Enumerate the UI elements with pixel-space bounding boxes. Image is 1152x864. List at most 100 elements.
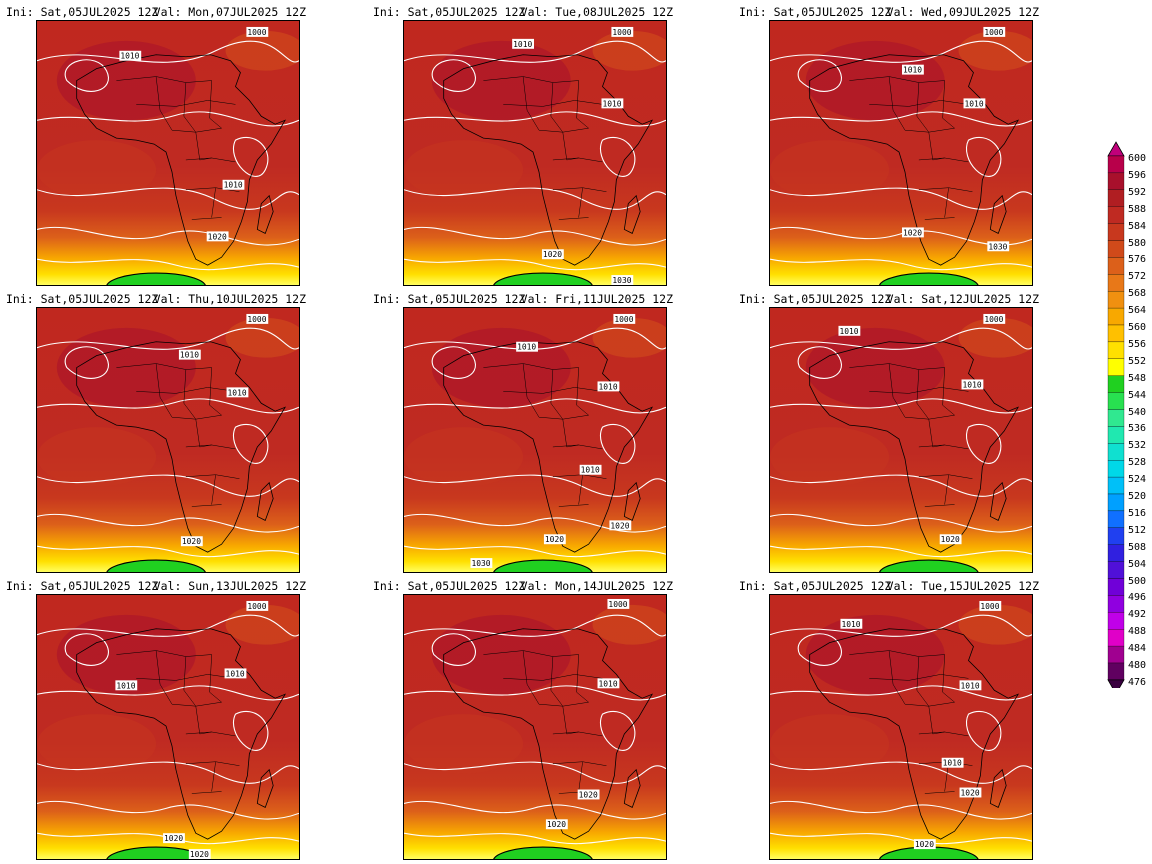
country-border xyxy=(550,82,563,133)
country-border xyxy=(888,76,906,131)
country-border xyxy=(552,761,607,766)
country-border xyxy=(522,650,540,705)
svg-text:1020: 1020 xyxy=(610,521,629,530)
isobar-line xyxy=(770,111,1032,127)
colorbar-tick-label: 584 xyxy=(1128,220,1147,232)
colorbar-swatch xyxy=(1107,274,1125,292)
svg-text:1010: 1010 xyxy=(180,351,199,360)
isobar-line xyxy=(770,187,1032,210)
colorbar-swatch xyxy=(1107,578,1125,596)
colorbar-tick-label: 556 xyxy=(1128,338,1147,350)
valid-time-label: Val: Fri,11JUL2025 12Z xyxy=(520,292,673,306)
country-border xyxy=(918,731,969,737)
isobar-line xyxy=(797,346,842,379)
high-height-region xyxy=(431,614,571,695)
coastline xyxy=(76,341,287,553)
isobar-label: 1020 xyxy=(180,536,203,546)
colorbar-tick-label: 568 xyxy=(1128,288,1147,300)
coastline xyxy=(256,768,274,808)
svg-text:1010: 1010 xyxy=(599,382,618,391)
isobar-line xyxy=(404,513,666,533)
country-border xyxy=(924,217,955,220)
colorbar-swatch xyxy=(1107,527,1125,545)
forecast-panel: Ini: Sat,05JUL2025 12Z Val: Thu,10JUL2025… xyxy=(6,290,306,574)
isobar-label: 1010 xyxy=(178,349,201,360)
colorbar-swatch xyxy=(1107,645,1125,664)
country-border xyxy=(136,387,236,394)
lower-height-region xyxy=(770,140,890,200)
country-border xyxy=(191,504,222,507)
colorbar-swatch xyxy=(1107,426,1125,444)
svg-text:1010: 1010 xyxy=(226,669,245,678)
isobar-line xyxy=(966,424,1002,464)
country-border xyxy=(918,444,969,450)
svg-text:1020: 1020 xyxy=(543,250,562,259)
colorbar-tick-label: 516 xyxy=(1128,507,1147,519)
country-border xyxy=(578,187,583,218)
country-border xyxy=(869,674,969,681)
isobar-label: 1020 xyxy=(609,520,632,530)
svg-text:1010: 1010 xyxy=(581,466,600,475)
lower-height-region xyxy=(958,30,1032,71)
colorbar-tick-label: 520 xyxy=(1128,491,1147,502)
isobar-line xyxy=(404,258,666,271)
isobar-label: 1020 xyxy=(959,787,982,797)
isobar-line xyxy=(600,424,636,464)
init-time-label: Ini: Sat,05JUL2025 12Z xyxy=(373,5,526,19)
svg-text:1020: 1020 xyxy=(941,535,960,544)
country-border xyxy=(888,650,906,705)
forecast-map: 1000 1010 1020 1020 xyxy=(403,594,667,860)
country-border xyxy=(155,363,173,418)
trough-region xyxy=(493,846,593,859)
svg-text:1020: 1020 xyxy=(190,850,209,859)
coastline xyxy=(443,628,654,840)
isobar-line xyxy=(770,398,1032,414)
isobar-label: 1000 xyxy=(607,598,630,609)
colorbar-swatch xyxy=(1107,206,1125,224)
svg-text:1010: 1010 xyxy=(965,99,984,108)
country-border xyxy=(211,187,216,218)
lower-height-region xyxy=(37,714,157,774)
colorbar-tick-label: 504 xyxy=(1128,558,1147,570)
colorbar-swatch xyxy=(1107,307,1125,326)
svg-text:1010: 1010 xyxy=(841,620,860,629)
country-border xyxy=(195,132,212,161)
isobar-line xyxy=(404,761,666,784)
lower-height-region xyxy=(770,427,890,487)
forecast-panel: Ini: Sat,05JUL2025 12Z Val: Tue,08JUL2025… xyxy=(373,3,673,287)
isobar-line xyxy=(37,513,299,533)
country-border xyxy=(562,706,579,735)
isobar-line xyxy=(37,111,299,127)
colorbar-tick-label: 508 xyxy=(1128,541,1147,553)
isobar-line xyxy=(770,545,1032,558)
coastline xyxy=(989,768,1007,808)
country-border xyxy=(576,654,589,703)
coastline xyxy=(989,481,1007,521)
svg-text:1010: 1010 xyxy=(903,66,922,75)
country-border xyxy=(928,419,945,448)
panel-header: Ini: Sat,05JUL2025 12Z Val: Thu,10JUL2025… xyxy=(6,290,306,308)
panel-header: Ini: Sat,05JUL2025 12Z Val: Sat,12JUL2025… xyxy=(739,290,1039,308)
country-border xyxy=(576,80,589,129)
svg-text:1000: 1000 xyxy=(608,600,627,609)
colorbar-tick-label: 524 xyxy=(1128,474,1147,486)
isobar-line xyxy=(404,614,666,637)
svg-text:1000: 1000 xyxy=(984,315,1003,324)
forecast-panel: Ini: Sat,05JUL2025 12Z Val: Sat,12JUL2025… xyxy=(739,290,1039,574)
isobar-label: 1020 xyxy=(901,227,924,237)
country-border xyxy=(558,217,589,220)
forecast-map: 1010 1000 1010 1020 1020 xyxy=(36,594,300,860)
isobar-label: 1010 xyxy=(222,179,245,190)
lower-height-region xyxy=(958,317,1032,358)
country-border xyxy=(942,80,955,129)
colorbar: 600 596 592 588 584 580 576 572 568 564 560 556 552 5… xyxy=(1100,140,1152,695)
svg-text:1020: 1020 xyxy=(164,834,183,843)
init-time-label: Ini: Sat,05JUL2025 12Z xyxy=(739,5,892,19)
panel-header: Ini: Sat,05JUL2025 12Z Val: Tue,15JUL2025… xyxy=(739,577,1039,595)
country-border xyxy=(522,363,540,418)
country-border xyxy=(211,761,216,792)
trough-region xyxy=(879,559,979,572)
isobar-line xyxy=(600,711,636,751)
svg-text:1010: 1010 xyxy=(839,327,858,336)
colorbar-tick-label: 600 xyxy=(1128,153,1147,164)
